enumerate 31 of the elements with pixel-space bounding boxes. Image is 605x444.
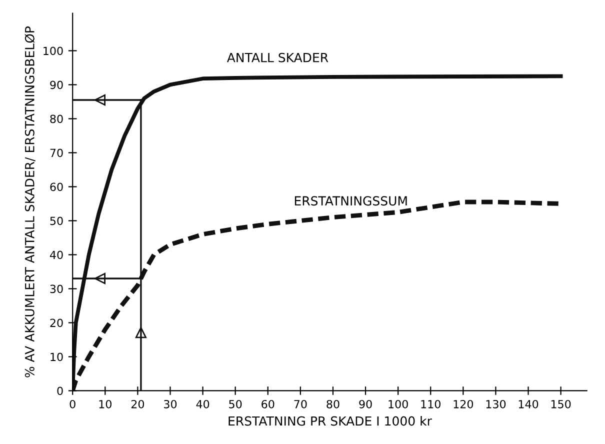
- y-tick-label: 50: [50, 216, 63, 226]
- y-tick-label: 80: [50, 114, 63, 124]
- x-tick-label: 130: [486, 400, 506, 408]
- x-axis-title: ERSTATNING PR SKADE I 1000 kr: [228, 416, 432, 426]
- y-tick-label: 40: [50, 250, 63, 260]
- y-tick-label: 70: [50, 148, 63, 158]
- x-tick-label: 30: [164, 400, 177, 408]
- x-tick-label: 140: [518, 400, 538, 408]
- y-tick-label: 20: [50, 318, 63, 328]
- x-tick-label: 110: [421, 400, 440, 408]
- x-tick-label: 0: [70, 400, 76, 408]
- y-tick-label: 30: [50, 284, 63, 294]
- y-tick-label: 100: [44, 46, 63, 56]
- x-tick-label: 120: [454, 400, 474, 408]
- series-label: ERSTATNINGSSUM: [294, 196, 407, 206]
- x-tick-label: 60: [262, 400, 274, 408]
- x-tick-label: 40: [196, 400, 210, 408]
- x-tick-label: 20: [131, 400, 144, 408]
- x-tick-label: 90: [359, 400, 372, 408]
- x-tick-label: 150: [551, 400, 571, 408]
- x-tick-label: 80: [326, 400, 340, 408]
- y-tick-label: 60: [50, 182, 63, 192]
- y-tick-label: 0: [57, 386, 63, 396]
- x-tick-label: 10: [99, 400, 112, 408]
- y-axis-title: % AV AKKUMLERT ANTALL SKADER/ ERSTATNINGSBELØP: [24, 26, 36, 378]
- x-tick-label: 100: [388, 400, 408, 408]
- x-tick-label: 70: [294, 400, 307, 408]
- y-tick-label: 10: [50, 352, 63, 362]
- series-label: ANTALL SKADER: [226, 52, 328, 62]
- y-tick-label: 90: [50, 80, 63, 90]
- x-tick-label: 50: [229, 400, 242, 408]
